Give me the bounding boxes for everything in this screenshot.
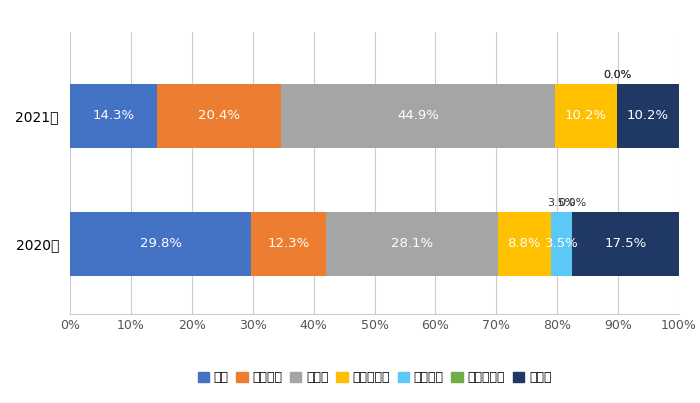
Bar (70, 212, 251, 276)
Text: 0.0%: 0.0% (559, 198, 587, 208)
Text: 12.3%: 12.3% (268, 237, 310, 250)
Text: 3.5%: 3.5% (547, 198, 576, 208)
Bar (551, 212, 573, 276)
Bar (157, 83, 281, 147)
Text: 20.4%: 20.4% (198, 109, 240, 122)
Text: 28.1%: 28.1% (391, 237, 433, 250)
Text: 14.3%: 14.3% (92, 109, 134, 122)
Text: 0.0%: 0.0% (603, 70, 631, 80)
Bar (281, 83, 555, 147)
Text: 44.9%: 44.9% (397, 109, 439, 122)
Bar (70, 83, 157, 147)
Legend: 性格, 対人関係, 生き方, 恋愛・結婚, 友人関係, 他者の悩み, その他: 性格, 対人関係, 生き方, 恋愛・結婚, 友人関係, 他者の悩み, その他 (197, 372, 552, 384)
Text: 10.2%: 10.2% (565, 109, 607, 122)
Bar (498, 212, 551, 276)
Bar (555, 83, 617, 147)
Text: 8.8%: 8.8% (508, 237, 541, 250)
Text: 10.2%: 10.2% (627, 109, 669, 122)
Text: 0.0%: 0.0% (603, 70, 631, 80)
Text: 3.5%: 3.5% (545, 237, 579, 250)
Bar (326, 212, 498, 276)
Bar (251, 212, 326, 276)
Text: 17.5%: 17.5% (605, 237, 647, 250)
Text: 29.8%: 29.8% (140, 237, 182, 250)
Bar (573, 212, 679, 276)
Bar (617, 83, 679, 147)
